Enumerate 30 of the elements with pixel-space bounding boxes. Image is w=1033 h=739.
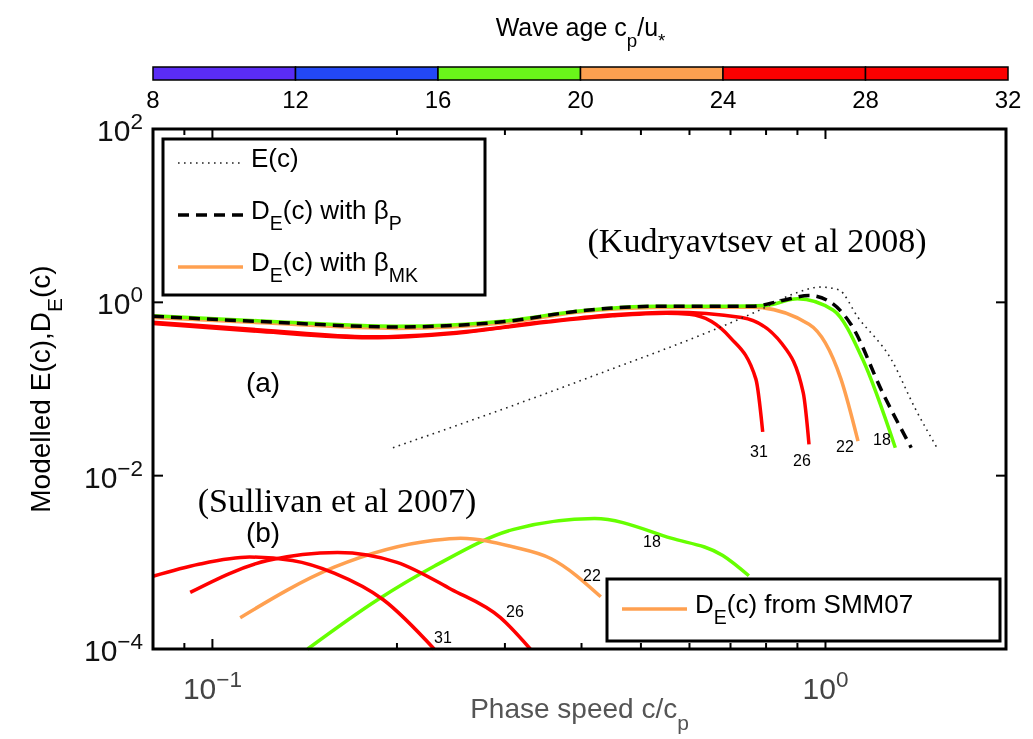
legend-label: E(c) xyxy=(251,143,299,173)
color-bar-label: 20 xyxy=(567,86,594,113)
color-bar-label: 24 xyxy=(709,86,737,113)
y-tick-label: 10$^{−2}$ xyxy=(83,455,143,494)
y-tick-label: 10$^{0}$ xyxy=(97,281,143,321)
annotation: (Sullivan et al 2007) xyxy=(197,482,477,520)
annotation: (a) xyxy=(245,367,281,398)
y-tick-label: 10$^{2}$ xyxy=(97,108,143,147)
annotation: (Kudryavtsev et al 2008) xyxy=(587,222,927,260)
annotation: 26 xyxy=(793,452,811,469)
annotation: 31 xyxy=(750,443,768,460)
color-bar-title: Wave age c$_{p}$/u$_{*}$ xyxy=(495,13,666,51)
color-bar-label: 32 xyxy=(994,86,1022,113)
annotation: 18 xyxy=(643,533,661,550)
annotation: 22 xyxy=(583,567,601,584)
y-tick-label: 10$^{−4}$ xyxy=(83,628,143,667)
legend-label: D$_{E}$(c) with β$_{P}$ xyxy=(251,195,402,234)
legend-label: D$_{E}$(c) from SMM07 xyxy=(695,589,914,628)
color-bar-label: 28 xyxy=(852,86,879,113)
color-bar-label: 16 xyxy=(424,86,452,113)
annotation: 18 xyxy=(873,431,891,448)
color-bar-label: 8 xyxy=(146,86,160,113)
x-axis-title: Phase speed c/c$_{p}$ xyxy=(470,693,689,734)
color-bar-label: 12 xyxy=(282,86,309,113)
x-tick-label: 10$^{−1}$ xyxy=(182,666,242,705)
legend-label: D$_{E}$(c) with β$_{MK}$ xyxy=(251,247,419,286)
annotation: 22 xyxy=(836,438,854,455)
annotation: 26 xyxy=(506,603,524,620)
annotation: (b) xyxy=(245,517,281,548)
annotation: 31 xyxy=(434,629,452,646)
